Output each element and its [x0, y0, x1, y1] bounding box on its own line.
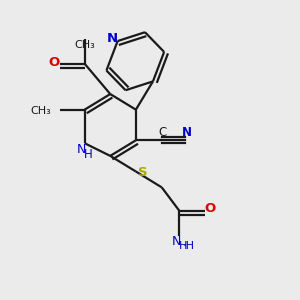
Text: CH₃: CH₃	[30, 106, 51, 116]
Text: H: H	[179, 241, 188, 251]
Text: O: O	[49, 56, 60, 69]
Text: C: C	[158, 125, 167, 139]
Text: N: N	[172, 235, 181, 248]
Text: CH₃: CH₃	[74, 40, 95, 50]
Text: S: S	[137, 167, 147, 179]
Text: N: N	[182, 125, 192, 139]
Text: O: O	[205, 202, 216, 214]
Text: H: H	[84, 148, 93, 161]
Text: ·H: ·H	[183, 241, 195, 251]
Text: N: N	[77, 143, 86, 156]
Text: N: N	[107, 32, 118, 45]
